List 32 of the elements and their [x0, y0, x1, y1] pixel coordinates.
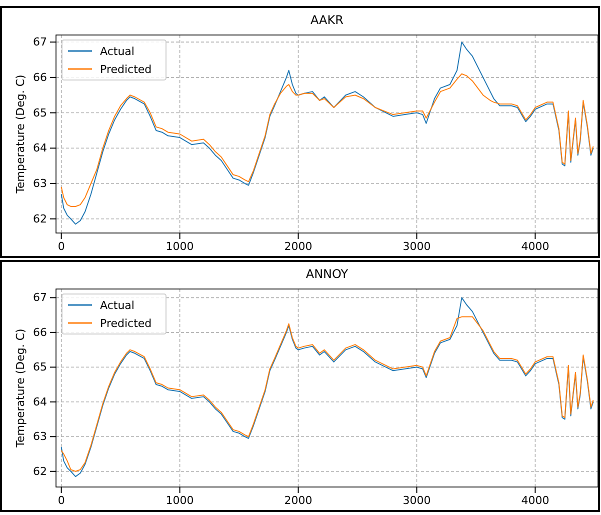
y-tick-label: 64 [33, 142, 47, 155]
y-tick-label: 67 [33, 291, 47, 304]
x-tick-label: 3000 [402, 494, 431, 507]
y-tick-label: 63 [33, 430, 47, 444]
y-axis-title: Temperature (Deg. C) [14, 74, 27, 194]
legend-label: Predicted [100, 317, 152, 330]
y-tick-label: 65 [33, 106, 47, 120]
x-tick-label: 3000 [402, 240, 431, 253]
x-tick-label: 2000 [284, 494, 312, 507]
y-tick-label: 65 [33, 360, 47, 374]
legend-label: Actual [100, 299, 134, 312]
y-tick-label: 62 [33, 464, 47, 478]
y-tick-label: 67 [33, 36, 47, 49]
x-tick-label: 1000 [166, 494, 194, 507]
chart-title: AAKR [310, 13, 344, 27]
y-tick-label: 63 [33, 177, 47, 190]
y-tick-label: 62 [33, 212, 47, 226]
y-axis-title: Temperature (Deg. C) [14, 328, 27, 448]
x-tick-label: 1000 [166, 240, 194, 253]
x-tick-label: 4000 [521, 494, 550, 507]
legend-label: Actual [100, 45, 134, 58]
line-series [60, 73, 594, 207]
line-series [60, 42, 594, 225]
x-tick-label: 4000 [521, 240, 550, 253]
chart-title: ANNOY [306, 267, 349, 281]
y-tick-label: 66 [33, 70, 47, 84]
y-tick-label: 66 [33, 326, 47, 339]
legend-label: Predicted [100, 63, 152, 76]
x-tick-label: 0 [58, 240, 65, 253]
y-tick-label: 64 [33, 395, 47, 408]
x-tick-label: 2000 [284, 240, 312, 253]
x-tick-label: 0 [58, 494, 65, 507]
